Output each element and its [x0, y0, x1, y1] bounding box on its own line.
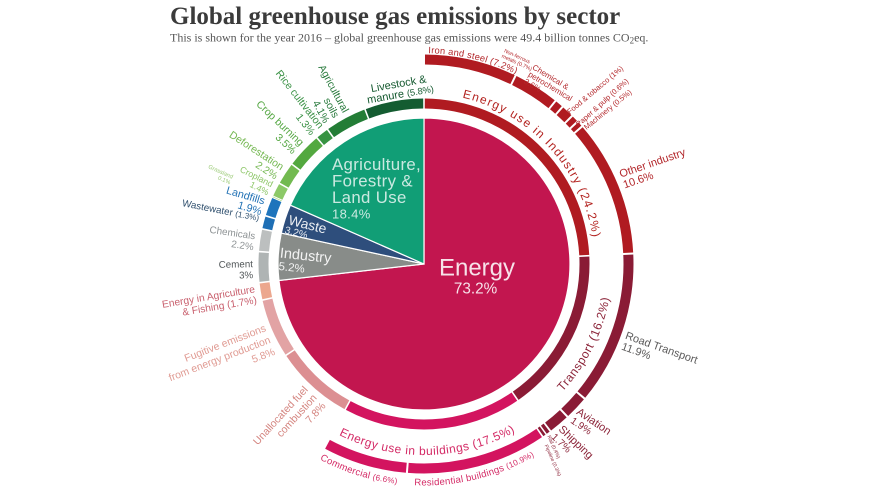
svg-text:Industry5.2%: Industry5.2% [278, 246, 333, 279]
svg-text:Agriculture,Forestry &Land Use: Agriculture, Forestry & Land Use 18.4% [332, 155, 421, 222]
svg-text:73.2%: 73.2% [454, 281, 498, 298]
svg-text:Energy: Energy [439, 255, 515, 282]
svg-text:This is shown for the year 201: This is shown for the year 2016 – global… [170, 31, 648, 46]
svg-text:Cement3%: Cement3% [219, 259, 254, 282]
svg-text:Global greenhouse gas emission: Global greenhouse gas emissions by secto… [170, 3, 620, 30]
svg-text:Waste3.2%: Waste3.2% [283, 212, 328, 245]
